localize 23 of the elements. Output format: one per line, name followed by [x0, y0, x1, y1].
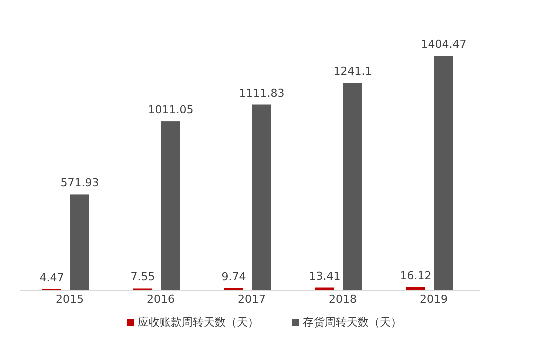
- x-tick-label: 2018: [329, 293, 357, 306]
- bar: [344, 83, 362, 290]
- data-label: 1011.05: [148, 104, 194, 117]
- x-tick-label: 2019: [420, 293, 448, 306]
- data-label: 571.93: [60, 176, 100, 190]
- data-label: 1111.83: [239, 86, 285, 100]
- data-label: 1404.47: [421, 38, 467, 51]
- data-label: 16.12: [400, 269, 432, 282]
- data-label: 13.41: [309, 270, 341, 283]
- data-label: 7.55: [130, 270, 156, 284]
- data-label: 1241.1: [334, 65, 372, 78]
- bar: [252, 104, 272, 290]
- x-tick-label: 2017: [238, 293, 266, 306]
- bar: [162, 122, 180, 290]
- data-label: 4.47: [40, 271, 64, 284]
- bar: [434, 56, 454, 290]
- bar: [70, 194, 90, 290]
- x-tick-label: 2015: [56, 293, 84, 306]
- legend-label: 存货周转天数（天）: [303, 316, 402, 329]
- bar: [406, 287, 426, 290]
- x-tick-label: 2016: [147, 293, 175, 306]
- legend-label: 应收账款周转天数（天）: [138, 316, 259, 329]
- data-label: 9.74: [222, 270, 246, 284]
